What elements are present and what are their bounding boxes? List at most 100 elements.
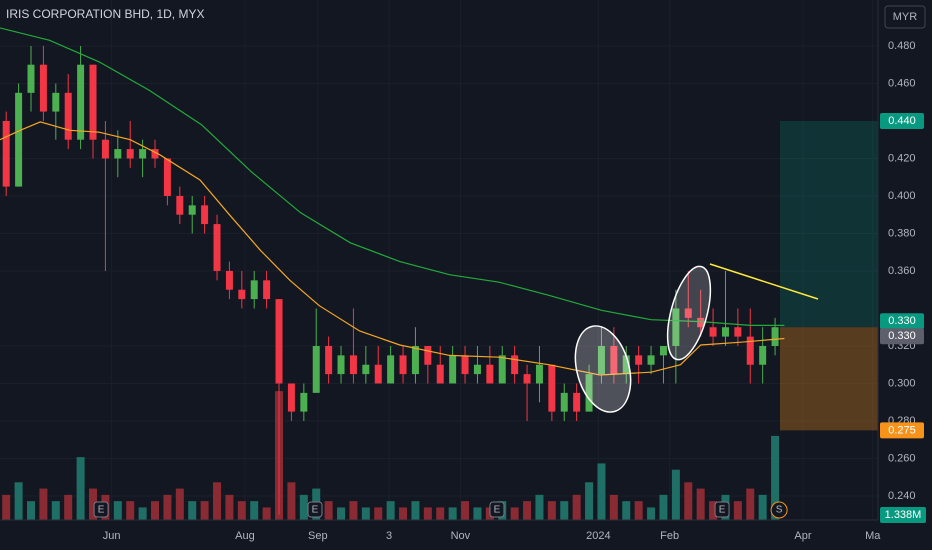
candle-body: [523, 374, 531, 384]
candle-body: [349, 355, 357, 375]
volume-bar: [250, 501, 259, 520]
volume-bar: [113, 501, 122, 520]
candle-body: [176, 195, 184, 215]
volume-badge-label: 1.338M: [885, 509, 922, 521]
x-tick-label: Aug: [235, 530, 255, 542]
candle-body: [511, 355, 519, 375]
volume-bar: [771, 435, 780, 520]
axes: 0.4800.4600.4200.4000.3800.3600.3200.300…: [93, 40, 926, 542]
volume-bar: [535, 494, 544, 520]
volume-bar: [374, 507, 383, 520]
currency-label[interactable]: MYR: [893, 11, 918, 23]
x-tick-label: Jun: [103, 530, 121, 542]
volume-badge: [880, 507, 926, 523]
volume-bar: [684, 482, 693, 520]
price-badge-label: 0.330: [888, 330, 916, 342]
volume-bar: [138, 507, 147, 520]
chart-title: IRIS CORPORATION BHD, 1D, MYX: [6, 7, 204, 21]
y-tick-label: 0.300: [888, 377, 916, 389]
candle-body: [449, 355, 457, 384]
candle-body: [15, 92, 23, 187]
volume-bar: [572, 494, 581, 520]
candle-body: [486, 364, 494, 384]
candle-body: [77, 64, 85, 140]
candle-body: [473, 364, 481, 375]
volume-bar: [448, 507, 457, 520]
volume-bar: [523, 501, 532, 520]
candle-body: [771, 327, 779, 346]
candle-body: [201, 205, 209, 225]
volume-bar: [76, 457, 85, 520]
volume-bar: [423, 507, 432, 520]
y-tick-label: 0.240: [888, 490, 916, 502]
volume-bar: [287, 482, 296, 520]
currency-button[interactable]: [884, 5, 926, 29]
volume-bar: [51, 501, 60, 520]
candle-body: [709, 327, 717, 337]
y-tick-label: 0.260: [888, 452, 916, 464]
price-badge: [880, 112, 924, 129]
x-tick-label: 3: [386, 530, 392, 542]
event-marker: [714, 501, 730, 518]
candle-body: [387, 355, 395, 384]
candle-body: [39, 64, 47, 112]
volume-bar: [634, 501, 643, 520]
x-tick-label: Nov: [451, 530, 471, 542]
candle-body: [759, 345, 767, 365]
volume-bar: [14, 482, 23, 520]
volume-bar: [89, 488, 98, 520]
candle-body: [461, 355, 469, 375]
volume-bar: [585, 482, 594, 520]
volume-bar: [361, 507, 370, 520]
volume-bar: [299, 494, 308, 520]
candle-body: [188, 205, 196, 215]
candle-body: [126, 149, 134, 159]
price-badge: [880, 422, 924, 439]
candle-body: [139, 149, 147, 159]
candle-body: [411, 345, 419, 375]
volume-bar: [324, 501, 333, 520]
candle-body: [734, 327, 742, 337]
volume-bar: [597, 463, 606, 520]
volume-bar: [696, 488, 705, 520]
candle-body: [238, 289, 246, 300]
candle-body: [622, 355, 630, 375]
volume-bar: [337, 507, 346, 520]
volume-bar: [64, 494, 73, 520]
candle-body: [374, 364, 382, 384]
volume-bar: [213, 482, 222, 520]
price-badge-label: 0.330: [888, 315, 916, 327]
candle-body: [89, 64, 97, 140]
candle-body: [684, 308, 692, 318]
candle-body: [560, 392, 568, 412]
event-label: S: [776, 505, 783, 516]
stop-zone: [780, 327, 878, 431]
candle-body: [2, 120, 10, 187]
candle-body: [697, 317, 705, 328]
ellipse-annotation: [574, 325, 632, 413]
candle-body: [114, 149, 122, 159]
volume-bar: [27, 501, 36, 520]
volume-bar: [671, 469, 680, 520]
x-tick-label: Sep: [308, 530, 328, 542]
volume-bar: [237, 501, 246, 520]
volume-bar: [411, 501, 420, 520]
candle-body: [287, 383, 295, 412]
candle-body: [300, 392, 308, 412]
y-tick-label: 0.420: [888, 152, 916, 164]
candle-body: [250, 280, 258, 300]
volume-bar: [547, 501, 556, 520]
volume-bar: [746, 488, 755, 520]
price-badge: [880, 328, 924, 345]
y-tick-label: 0.360: [888, 265, 916, 277]
y-tick-label: 0.380: [888, 227, 916, 239]
event-label: E: [494, 505, 501, 516]
volume-bar: [560, 501, 569, 520]
candle-body: [746, 336, 754, 365]
candle-body: [225, 270, 233, 290]
candle-body: [275, 299, 283, 384]
volume-bar: [225, 494, 234, 520]
event-label: E: [719, 505, 726, 516]
candle-body: [597, 345, 605, 375]
